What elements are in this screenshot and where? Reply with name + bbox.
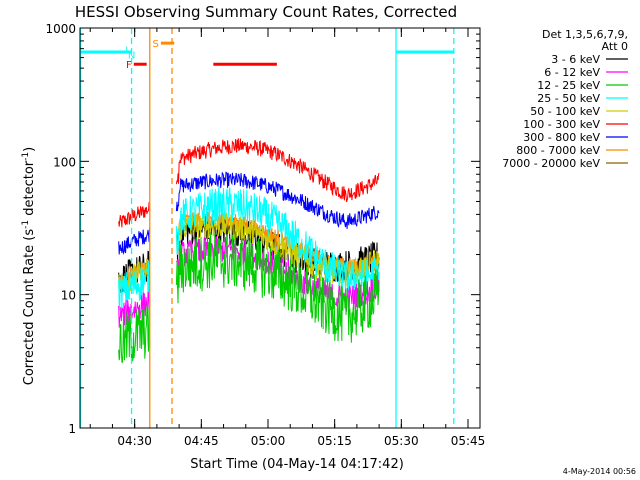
legend-title-detectors: Det 1,3,5,6,7,9, <box>542 28 628 41</box>
x-tick-label-0: 04:30 <box>117 434 152 448</box>
x-tick-label-4: 05:30 <box>384 434 419 448</box>
legend-label-4: 50 - 100 keV <box>530 105 600 118</box>
series-1-segment-1 <box>175 171 380 229</box>
legend-title-attenuator: Att 0 <box>602 40 628 53</box>
chart-title: HESSI Observing Summary Count Rates, Cor… <box>75 3 457 21</box>
legend-label-2: 12 - 25 keV <box>537 79 600 92</box>
x-tick-label-3: 05:15 <box>317 434 352 448</box>
series-4-segment-1 <box>175 212 380 287</box>
x-tick-label-5: 05:45 <box>451 434 486 448</box>
series-5-segment-1 <box>175 185 380 295</box>
flag-label-4: S <box>153 39 159 50</box>
axes: 1 10 100 1000 04:30 04:45 05:00 05:15 05:30 05:45 <box>45 22 485 448</box>
series-5-segment-0 <box>118 260 151 311</box>
y-tick-label-1: 10 <box>61 289 76 303</box>
legend-label-1: 6 - 12 keV <box>544 66 600 79</box>
y-axis-label-sup1: -1 <box>21 220 31 229</box>
legend-label-5: 100 - 300 keV <box>523 118 600 131</box>
series-6-segment-0 <box>118 291 151 328</box>
legend-label-7: 800 - 7000 keV <box>516 144 600 157</box>
series-0-segment-0 <box>118 202 151 228</box>
y-axis-label-mid: detector <box>22 160 37 220</box>
legend-label-6: 300 - 800 keV <box>523 131 600 144</box>
x-axis-label: Start Time (04-May-14 04:17:42) <box>190 457 404 472</box>
x-tick-label-2: 05:00 <box>251 434 286 448</box>
footer-timestamp: 4-May-2014 00:56 <box>563 467 636 476</box>
y-axis-label: Corrected Count Rate (s-1 detector-1) <box>21 147 37 385</box>
y-tick-label-0: 1 <box>68 422 76 436</box>
legend-label-8: 7000 - 20000 keV <box>502 157 600 170</box>
y-tick-label-3: 1000 <box>45 22 76 36</box>
flag-label-3: N <box>128 50 135 61</box>
y-axis-label-sup2: -1 <box>21 152 31 161</box>
series-0-segment-1 <box>175 138 380 203</box>
y-axis-label-end: ) <box>22 147 37 152</box>
plot-area: I N S F <box>79 28 455 428</box>
series-7-segment-1 <box>175 231 380 343</box>
svg-text:Corrected Count Rate (s-1 dete: Corrected Count Rate (s-1 detector-1) <box>21 147 37 385</box>
series-7-segment-0 <box>118 302 151 364</box>
flag-label-5: F <box>126 60 132 71</box>
y-axis-label-main: Corrected Count Rate (s <box>22 229 37 386</box>
legend-label-3: 25 - 50 keV <box>537 92 600 105</box>
x-tick-label-1: 04:45 <box>184 434 219 448</box>
series-1-segment-0 <box>118 228 151 256</box>
plot-frame <box>79 27 481 429</box>
y-tick-label-2: 100 <box>53 155 76 169</box>
legend-label-0: 3 - 6 keV <box>551 53 600 66</box>
flag-label-2: I <box>125 45 128 56</box>
